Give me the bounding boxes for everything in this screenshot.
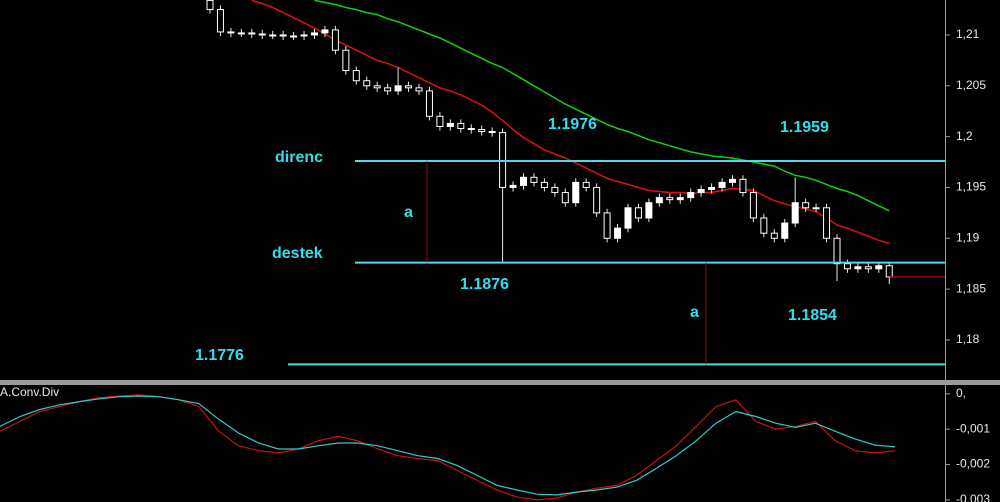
- candle-body: [582, 181, 590, 188]
- y-tick-label: 1,21: [956, 27, 980, 41]
- y-tick-label: 0,: [956, 386, 966, 400]
- candle-body: [666, 197, 674, 201]
- candle-body: [645, 202, 653, 219]
- annotation: a: [690, 304, 699, 321]
- candle-body: [405, 85, 413, 89]
- candle-body: [708, 186, 716, 190]
- level-label: 1.1776: [195, 347, 244, 364]
- candle-body: [833, 237, 841, 265]
- candle-body: [718, 181, 726, 188]
- panel-title: A.Conv.Div: [0, 385, 59, 399]
- candle-body: [593, 186, 601, 214]
- candle-body: [749, 192, 757, 219]
- y-tick-label: 1,19: [956, 230, 980, 244]
- candle-body: [687, 192, 695, 199]
- candle-body: [634, 207, 642, 219]
- candle-body: [384, 87, 392, 92]
- y-tick-label: -0,001: [956, 421, 990, 435]
- annotation: 1.1976: [548, 116, 597, 133]
- candle-body: [624, 207, 632, 229]
- candle-body: [854, 266, 862, 270]
- level-label: direnc: [275, 149, 323, 166]
- candle-body: [467, 127, 475, 131]
- candle-body: [875, 265, 883, 270]
- oscillator-plot: [0, 394, 896, 501]
- candle-body: [614, 227, 622, 239]
- candle-body: [520, 176, 527, 186]
- candle-body: [885, 265, 893, 278]
- candle-body: [697, 188, 705, 194]
- candle-body: [279, 34, 287, 37]
- candle-body: [206, 0, 214, 11]
- candle-body: [802, 202, 810, 209]
- annotation: 1.1876: [460, 276, 509, 293]
- candle-body: [352, 70, 360, 82]
- candle-body: [488, 131, 496, 134]
- candle-body: [530, 176, 538, 183]
- candle-body: [436, 115, 444, 127]
- candle-body: [739, 178, 747, 194]
- candle-body: [237, 32, 245, 35]
- candle-body: [415, 87, 423, 92]
- candle-body: [394, 85, 402, 92]
- y-tick-label: -0,002: [956, 457, 990, 471]
- candle-body: [791, 202, 799, 224]
- candle-body: [561, 192, 569, 204]
- candle-body: [499, 132, 507, 188]
- candle-body: [572, 181, 580, 204]
- y-tick-label: 1,205: [956, 78, 986, 92]
- candle-body: [342, 49, 350, 72]
- annotations: direnc destek 1.1776 1.1976 1.1959 1.1876 1.18…: [0, 116, 837, 399]
- y-tick-label: 1,185: [956, 281, 986, 295]
- candle-body: [823, 207, 831, 239]
- candle-body: [760, 217, 768, 234]
- candle-body: [331, 29, 339, 51]
- candle-body: [676, 197, 684, 201]
- candle-body: [770, 232, 778, 239]
- candle-body: [457, 122, 465, 129]
- level-label: destek: [272, 245, 323, 262]
- candle-body: [290, 35, 298, 38]
- candle-body: [321, 29, 329, 34]
- y-tick-label: 1,2: [956, 129, 973, 143]
- y-tick-label: 1,18: [956, 332, 980, 346]
- panel-separator: [0, 380, 1000, 385]
- annotation: 1.1854: [788, 307, 837, 324]
- candle-body: [311, 32, 318, 36]
- candle-body: [269, 34, 277, 37]
- candle-body: [729, 178, 736, 183]
- candle-body: [540, 181, 548, 188]
- candle-body: [227, 31, 235, 34]
- line-series: [314, 0, 890, 212]
- candle-body: [248, 32, 256, 35]
- candle-body: [781, 222, 789, 239]
- main-plot: [206, 0, 945, 366]
- candle-body: [425, 90, 433, 117]
- y-tick-label: 1,195: [956, 180, 986, 194]
- line-series: [0, 395, 896, 496]
- candle-body: [812, 207, 820, 210]
- candle-body: [603, 212, 611, 239]
- y-tick-label: -0,003: [956, 492, 990, 502]
- candle-body: [258, 33, 266, 36]
- candle-body: [300, 34, 308, 37]
- candle-body: [843, 263, 851, 270]
- candle-body: [509, 184, 517, 188]
- candle-body: [478, 129, 486, 133]
- annotation: 1.1959: [780, 119, 829, 136]
- candle-body: [363, 80, 371, 87]
- candle-body: [864, 266, 872, 270]
- candle-body: [216, 9, 224, 33]
- candle-body: [446, 122, 454, 127]
- candle-body: [551, 186, 559, 194]
- candle-body: [373, 85, 381, 89]
- axes: 1,18 1,185 1,19 1,195 1,2 1,205 1,21 0, -0,001 -0…: [945, 27, 990, 502]
- candle-body: [655, 197, 663, 204]
- annotation: a: [404, 204, 413, 221]
